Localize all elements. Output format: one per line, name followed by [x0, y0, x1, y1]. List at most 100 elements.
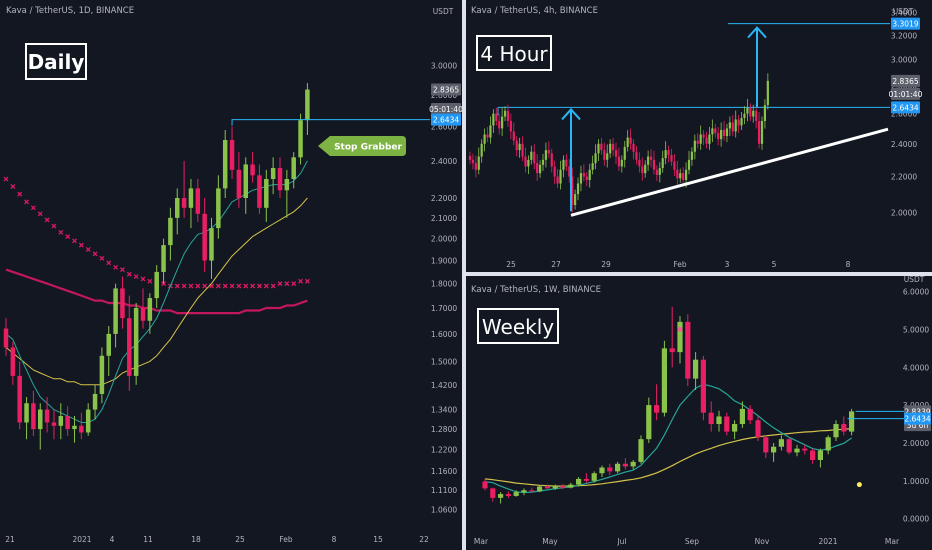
- candle-body: [755, 110, 758, 121]
- candle-body: [24, 403, 29, 423]
- cross-marker: [85, 247, 91, 252]
- candle-body: [597, 143, 600, 154]
- cross-marker: [30, 205, 36, 211]
- candle-body: [725, 128, 729, 137]
- price-tag-timer: [431, 103, 461, 116]
- x-tick-label: Jul: [616, 537, 626, 546]
- candle-body: [3, 328, 9, 348]
- candle-body: [693, 140, 696, 152]
- x-tick-label: Nov: [755, 537, 770, 546]
- candle-body: [501, 116, 504, 129]
- price-tag-target: [891, 17, 920, 30]
- candle-body: [530, 151, 533, 160]
- price-tag-level: [904, 412, 931, 425]
- candle-body: [825, 437, 831, 451]
- candle-body: [17, 375, 22, 423]
- price-tag-level-text: 2.6434: [904, 415, 930, 424]
- y-tick-label: 1.2200: [431, 446, 457, 455]
- cross-marker: [58, 229, 64, 235]
- y-tick-label: 1.0600: [431, 506, 457, 515]
- four-hour-y-unit: USDT: [893, 7, 914, 16]
- y-tick-label: 2.4000: [891, 140, 917, 149]
- candle-body: [690, 151, 694, 160]
- candle-body: [506, 110, 510, 121]
- candle-body: [623, 146, 626, 160]
- y-tick-label: 1.0000: [903, 477, 929, 486]
- x-tick-label: 25: [506, 260, 516, 269]
- candle-body: [277, 168, 283, 191]
- x-tick-label: Feb: [279, 535, 293, 544]
- candle-body: [629, 137, 632, 144]
- y-tick-label: 4.0000: [903, 363, 929, 372]
- daily-chart-panel[interactable]: Kava / TetherUS, 1D, BINANCE USDT Daily …: [3, 6, 463, 544]
- candle-body: [556, 176, 559, 184]
- candle-body: [133, 308, 139, 376]
- slow-moving-average-line: [5, 197, 308, 386]
- cross-marker: [291, 281, 297, 287]
- x-tick-label: 4: [110, 535, 115, 544]
- candle-body: [106, 333, 111, 356]
- candle-body: [140, 308, 146, 321]
- candle-body: [630, 461, 636, 467]
- cross-marker: [133, 274, 139, 280]
- candle-body: [527, 159, 530, 167]
- x-tick-label: 18: [191, 535, 201, 544]
- candle-body: [521, 490, 527, 493]
- candle-body: [739, 408, 745, 425]
- candle-body: [757, 120, 761, 144]
- candle-body: [505, 494, 511, 496]
- cross-marker: [256, 283, 262, 289]
- candle-body: [591, 473, 597, 481]
- cross-marker: [119, 267, 125, 273]
- candle-body: [669, 348, 675, 353]
- y-tick-label: 2.2000: [431, 194, 457, 203]
- x-tick-label: 21: [5, 535, 15, 544]
- candle-body: [609, 143, 612, 154]
- x-tick-label: 25: [235, 535, 245, 544]
- cross-marker: [202, 283, 208, 289]
- x-tick-label: 2021: [72, 535, 91, 544]
- candle-body: [509, 120, 512, 132]
- y-tick-label: 3.0000: [891, 56, 917, 65]
- cross-marker: [222, 283, 228, 289]
- candle-body: [565, 159, 568, 167]
- candle-body: [65, 415, 70, 430]
- y-tick-label: 2.0000: [891, 208, 917, 217]
- x-tick-label: Sep: [685, 537, 699, 546]
- candle-body: [603, 150, 606, 160]
- candle-body: [743, 113, 746, 119]
- cross-marker: [174, 283, 180, 289]
- candle-body: [632, 143, 635, 152]
- candle-body: [607, 467, 613, 472]
- candle-body: [760, 120, 764, 144]
- weekly-chart-panel[interactable]: Kava / TetherUS, 1W, BINANCE USDT Weekly…: [471, 275, 931, 546]
- x-tick-label: 15: [373, 535, 383, 544]
- x-tick-label: 27: [551, 260, 561, 269]
- candle-body: [810, 450, 816, 460]
- candle-body: [536, 163, 539, 174]
- candle-body: [734, 119, 737, 132]
- candle-body: [622, 463, 628, 467]
- candle-body: [693, 359, 699, 379]
- price-tag-last: [891, 74, 920, 87]
- candle-body: [489, 125, 492, 138]
- stop-grabber-callout: Stop Grabber: [318, 136, 406, 156]
- candle-body: [291, 157, 296, 180]
- y-tick-label: 1.5000: [431, 357, 457, 366]
- candle-body: [763, 437, 769, 453]
- price-tag-timer-text: 01:01:40: [889, 90, 923, 99]
- candle-body: [649, 156, 653, 160]
- candle-body: [661, 158, 664, 169]
- y-tick-label: 2.2000: [891, 173, 917, 182]
- candle-body: [611, 143, 615, 151]
- candle-body: [79, 425, 84, 433]
- candle-body: [614, 150, 618, 157]
- candle-body: [85, 409, 91, 433]
- candle-body: [676, 169, 679, 179]
- x-tick-label: 3: [725, 260, 730, 269]
- cross-marker: [304, 278, 310, 284]
- four-hour-chart-panel[interactable]: Kava / TetherUS, 4h, BINANCE USDT 4 Hour…: [468, 6, 923, 269]
- cross-marker: [126, 271, 132, 277]
- candle-body: [72, 425, 77, 430]
- candle-body: [518, 143, 521, 151]
